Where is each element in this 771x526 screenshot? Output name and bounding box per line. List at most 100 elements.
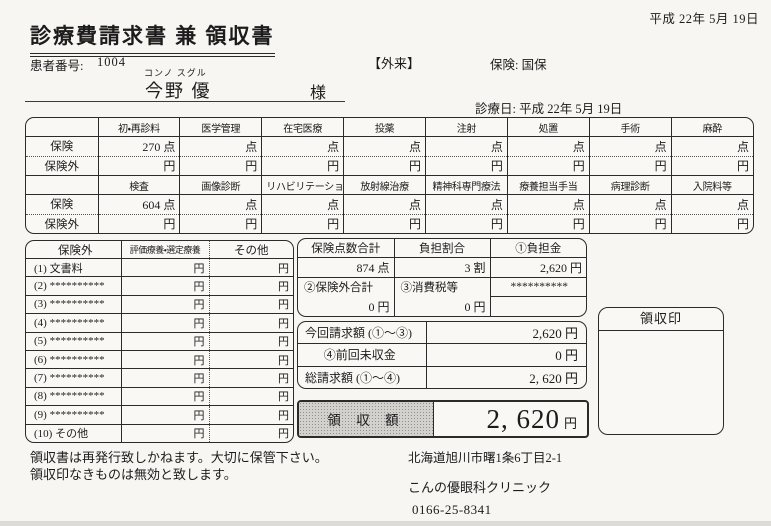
billing-row: 今回請求額 (①～③) 2,620 円 bbox=[298, 322, 586, 345]
points-col-header: 放射線治療 bbox=[343, 175, 426, 196]
yen-value-cell: 円 bbox=[671, 214, 753, 233]
extra-row: (8) ********** 円円 bbox=[26, 387, 293, 407]
point-value: 604 bbox=[142, 197, 161, 212]
point-unit: 点 bbox=[245, 197, 258, 212]
yen-unit: 円 bbox=[736, 217, 749, 232]
extra-col-header: 評価療養・選定療養 bbox=[121, 241, 210, 259]
patient-number-label: 患者番号: bbox=[30, 59, 84, 73]
extra-yen-cell: 円 bbox=[209, 276, 293, 296]
corner-cell bbox=[26, 175, 99, 196]
point-unit: 点 bbox=[490, 197, 503, 212]
patient-name: 今野 優 bbox=[145, 81, 212, 101]
yen-value-cell: 円 bbox=[343, 214, 426, 233]
yen-unit: 円 bbox=[654, 159, 667, 174]
row-label-hoken: 保険 bbox=[26, 136, 99, 157]
points-value-cell: 点 bbox=[671, 136, 753, 157]
yen-unit: 円 bbox=[572, 217, 585, 232]
points-col-header: 手術 bbox=[589, 118, 672, 138]
yen-unit: 円 bbox=[163, 217, 176, 232]
row-label-hokengai: 保険外 bbox=[26, 214, 99, 233]
tax-cell: 0 円 bbox=[394, 296, 491, 316]
point-unit: 点 bbox=[572, 197, 585, 212]
yen-unit: 円 bbox=[327, 159, 340, 174]
receipt-amount-value: 2, 620 円 bbox=[486, 403, 577, 434]
receipt-amount-label: 領 収 額 bbox=[299, 402, 434, 436]
extra-row: (10) その他円円 bbox=[26, 424, 293, 442]
extra-item-label: (6) ********** bbox=[26, 350, 122, 370]
point-unit: 点 bbox=[163, 139, 176, 154]
points-col-header: 処置 bbox=[507, 118, 590, 138]
patient-number-value: 1004 bbox=[97, 55, 126, 69]
points-value-cell: 点 bbox=[425, 194, 508, 215]
points-col-header: 初・再診料 bbox=[98, 118, 181, 138]
points-col-header: 入院料等 bbox=[671, 175, 753, 196]
point-unit: 点 bbox=[245, 139, 258, 154]
points-value-cell: 604 点 bbox=[98, 194, 181, 215]
yen-unit: 円 bbox=[408, 159, 421, 174]
points-value-cell: 点 bbox=[589, 194, 672, 215]
extra-yen-cell: 円 bbox=[278, 428, 289, 441]
extra-yen-cell: 円 bbox=[121, 332, 210, 351]
summary-header: ********** bbox=[490, 277, 586, 298]
summary-header: ②保険外合計 bbox=[298, 277, 395, 297]
extra-yen-cell: 円 bbox=[121, 405, 210, 425]
extra-charges-frame: 保険外 評価療養・選定療養 その他 (1) 文書料円円 (2) *********… bbox=[25, 240, 294, 443]
treatment-date: 診療日: 平成 22年 5月 19日 bbox=[475, 102, 623, 116]
row-label-hokengai: 保険外 bbox=[26, 156, 99, 176]
noninsurance-total-cell: 0 円 bbox=[298, 296, 395, 316]
extra-yen-cell: 円 bbox=[121, 295, 210, 315]
extra-yen-cell: 円 bbox=[209, 332, 293, 351]
point-unit: 点 bbox=[408, 139, 421, 154]
point-unit: 点 bbox=[654, 139, 667, 154]
yen-value-cell: 円 bbox=[98, 214, 181, 233]
receipt-amount-frame: 領 収 額 2, 620 円 bbox=[297, 400, 589, 438]
clinic-name: こんの優眼科クリニック bbox=[408, 480, 552, 495]
extra-row: (6) ********** 円円 bbox=[26, 350, 293, 370]
points-col-header: 画像診断 bbox=[179, 175, 263, 196]
receipt-stamp-box: 領収印 bbox=[598, 307, 724, 435]
previous-unpaid-label: ④前回未収金 bbox=[298, 343, 427, 367]
extra-item-label: (10) その他 bbox=[26, 424, 122, 442]
row-label-hoken: 保険 bbox=[26, 194, 99, 215]
yen-value-cell: 円 bbox=[343, 156, 426, 176]
reissue-note: 領収書は再発行致しかねます。大切に保管下さい。 bbox=[30, 450, 328, 465]
points-value-cell: 点 bbox=[261, 194, 345, 215]
point-value: 270 bbox=[142, 139, 161, 154]
yen-unit: 円 bbox=[736, 159, 749, 174]
yen-unit: 円 bbox=[408, 217, 421, 232]
extra-yen-cell: 円 bbox=[121, 258, 210, 278]
points-value-cell: 点 bbox=[671, 194, 753, 215]
visit-type-badge: 【外来】 bbox=[368, 56, 421, 71]
summary-value-row: 874 点 3 割 2,620 円 bbox=[298, 257, 586, 278]
extra-yen-cell: 円 bbox=[209, 313, 293, 333]
extra-row: (9) ********** 円円 bbox=[26, 405, 293, 425]
yen-value-cell: 円 bbox=[507, 214, 590, 233]
total-points-cell: 874 点 bbox=[298, 257, 395, 278]
points-col-header: 療養担当手当 bbox=[507, 175, 590, 196]
receipt-amount-row: 領 収 額 2, 620 円 bbox=[299, 402, 587, 436]
yen-unit: 円 bbox=[572, 159, 585, 174]
points-col-header: 投薬 bbox=[343, 118, 426, 138]
extra-yen-cell: 円 bbox=[209, 258, 293, 278]
print-date: 平成 22年 5月 19日 bbox=[649, 12, 759, 26]
extra-col-header: 保険外 bbox=[26, 241, 122, 259]
extra-charges-table: 保険外 評価療養・選定療養 その他 (1) 文書料円円 (2) *********… bbox=[26, 241, 293, 442]
points-col-header: 医学管理 bbox=[179, 118, 263, 138]
extra-yen-cell: 円 bbox=[121, 276, 210, 296]
extra-yen-cell: 円 bbox=[121, 313, 210, 333]
summary-value-row2: 0 円 0 円 bbox=[298, 296, 586, 316]
summary-header: 負担割合 bbox=[394, 239, 491, 259]
extra-row: (3) ********** 円円 bbox=[26, 295, 293, 315]
points-hoken-row: 保険 604 点 点 点 点 点 点 点 点 bbox=[26, 194, 753, 215]
points-value-cell: 点 bbox=[507, 194, 590, 215]
points-col-header: 精神科専門療法 bbox=[425, 175, 508, 196]
burden-amount-cell: 2,620 円 bbox=[490, 257, 586, 278]
summary-header: ③消費税等 bbox=[394, 277, 491, 297]
yen-unit: 円 bbox=[245, 159, 258, 174]
yen-value-cell: 円 bbox=[425, 156, 508, 176]
clinic-phone: 0166-25-8341 bbox=[412, 502, 492, 517]
extra-yen-cell: 円 bbox=[121, 350, 210, 370]
summary-header: ①負担金 bbox=[490, 239, 586, 259]
extra-item-label: (3) ********** bbox=[26, 295, 122, 315]
yen-unit: 円 bbox=[654, 217, 667, 232]
